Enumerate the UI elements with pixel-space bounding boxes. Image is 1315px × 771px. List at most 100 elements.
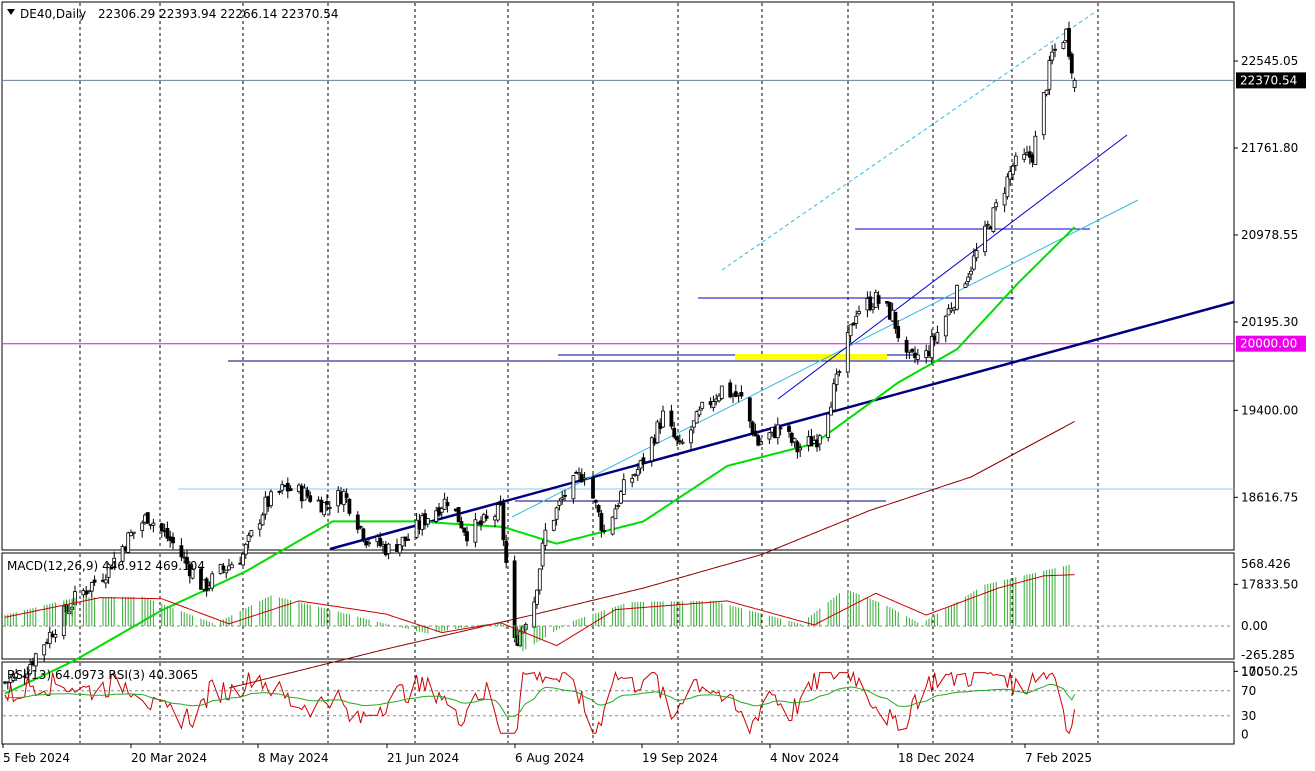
candle-body — [756, 435, 761, 446]
candle-body — [325, 501, 329, 505]
candle-body — [554, 507, 559, 520]
candle-body — [669, 410, 674, 427]
macd-pane-frame — [1, 552, 1235, 660]
candle-body — [826, 413, 831, 438]
candle-body — [1033, 135, 1038, 165]
candle-body — [778, 427, 783, 430]
candle-body — [386, 543, 391, 554]
candle-body — [504, 540, 509, 563]
candle-body — [739, 392, 744, 397]
candle-body — [876, 295, 881, 304]
candle-body — [445, 502, 450, 507]
candle-body — [946, 308, 951, 316]
candle-body — [969, 270, 973, 275]
macd-signal-line — [4, 574, 1075, 647]
time-tick-label: 21 Jun 2024 — [387, 751, 459, 765]
candle-body — [89, 582, 94, 592]
candle-body — [112, 557, 117, 568]
candle-body — [613, 508, 618, 520]
candle-body — [638, 460, 643, 469]
cyan-dashed-trendline — [721, 11, 1096, 271]
rsi-tick-label: 100 — [1241, 665, 1264, 679]
candle-body — [249, 530, 254, 537]
candle-body — [661, 410, 665, 428]
candle-body — [103, 579, 108, 584]
candle-body — [904, 339, 909, 353]
candle-body — [171, 536, 175, 544]
candle-body — [109, 567, 114, 570]
candle-body — [280, 484, 285, 491]
candle-body — [711, 401, 716, 408]
candle-body — [1005, 176, 1010, 198]
candle-body — [694, 411, 699, 424]
candle-body — [1069, 53, 1074, 74]
time-tick-label: 19 Sep 2024 — [642, 751, 718, 765]
candle-body — [689, 429, 693, 444]
candle-body — [753, 430, 758, 437]
highlight-zone — [735, 354, 887, 360]
candle-body — [593, 499, 598, 503]
candle-body — [1011, 165, 1015, 175]
candle-body — [955, 284, 959, 310]
time-tick-label: 8 May 2024 — [258, 751, 329, 765]
candle-body — [322, 502, 327, 516]
price-tick-label: 19400.00 — [1241, 403, 1298, 417]
candle-body — [943, 315, 948, 337]
candle-body — [831, 383, 836, 411]
dropdown-triangle-icon[interactable] — [7, 9, 15, 15]
candle-body — [535, 589, 539, 605]
candle-body — [456, 507, 461, 523]
candle-body — [1050, 51, 1055, 61]
candle-body — [985, 223, 990, 226]
candle-body — [179, 545, 184, 558]
candle-body — [829, 406, 833, 416]
candle-body — [190, 568, 195, 579]
candle-body — [151, 522, 156, 526]
candle-body — [129, 532, 133, 537]
candle-body — [915, 354, 920, 360]
candle-body — [140, 522, 145, 531]
time-tick-label: 18 Dec 2024 — [898, 751, 975, 765]
candle-body — [1013, 155, 1018, 166]
candle-body — [963, 283, 968, 288]
rsi-tick-label: 70 — [1241, 684, 1256, 698]
time-tick-label: 5 Feb 2024 — [3, 751, 70, 765]
time-tick-label: 6 Aug 2024 — [515, 751, 584, 765]
candle-body — [28, 664, 33, 675]
candle-body — [616, 505, 621, 508]
candle-body — [145, 512, 150, 524]
candle-body — [1053, 48, 1057, 51]
candle-body — [540, 542, 545, 567]
candle-body — [560, 497, 565, 500]
price-tick-label: 21761.80 — [1241, 141, 1298, 155]
blue-trendline — [777, 134, 1128, 400]
candle-body — [551, 519, 556, 531]
candle-body — [759, 441, 763, 445]
candle-body — [1072, 79, 1077, 88]
candle-body — [857, 311, 861, 315]
candle-body — [367, 542, 371, 545]
candle-body — [42, 644, 47, 656]
candle-body — [495, 504, 500, 521]
candle-body — [120, 546, 125, 562]
candle-body — [543, 529, 548, 546]
candle-body — [305, 489, 310, 497]
candle-body — [1067, 28, 1071, 57]
candle-body — [697, 409, 702, 416]
macd-tick-label: 568.426 — [1241, 557, 1291, 571]
candle-body — [868, 296, 873, 311]
macd-tick-label: 0.00 — [1241, 619, 1268, 633]
symbol-label: DE40,Daily — [20, 7, 86, 21]
current-price-label: 22370.54 — [1240, 73, 1297, 87]
candle-body — [893, 311, 898, 329]
candle-body — [983, 225, 987, 253]
candle-body — [599, 512, 604, 531]
candle-body — [473, 519, 478, 543]
candle-body — [1044, 89, 1049, 95]
candle-body — [591, 477, 595, 499]
candle-body — [355, 514, 360, 530]
candle-body — [775, 424, 780, 439]
candle-body — [649, 437, 654, 462]
level-price-label: 20000.00 — [1240, 337, 1297, 351]
